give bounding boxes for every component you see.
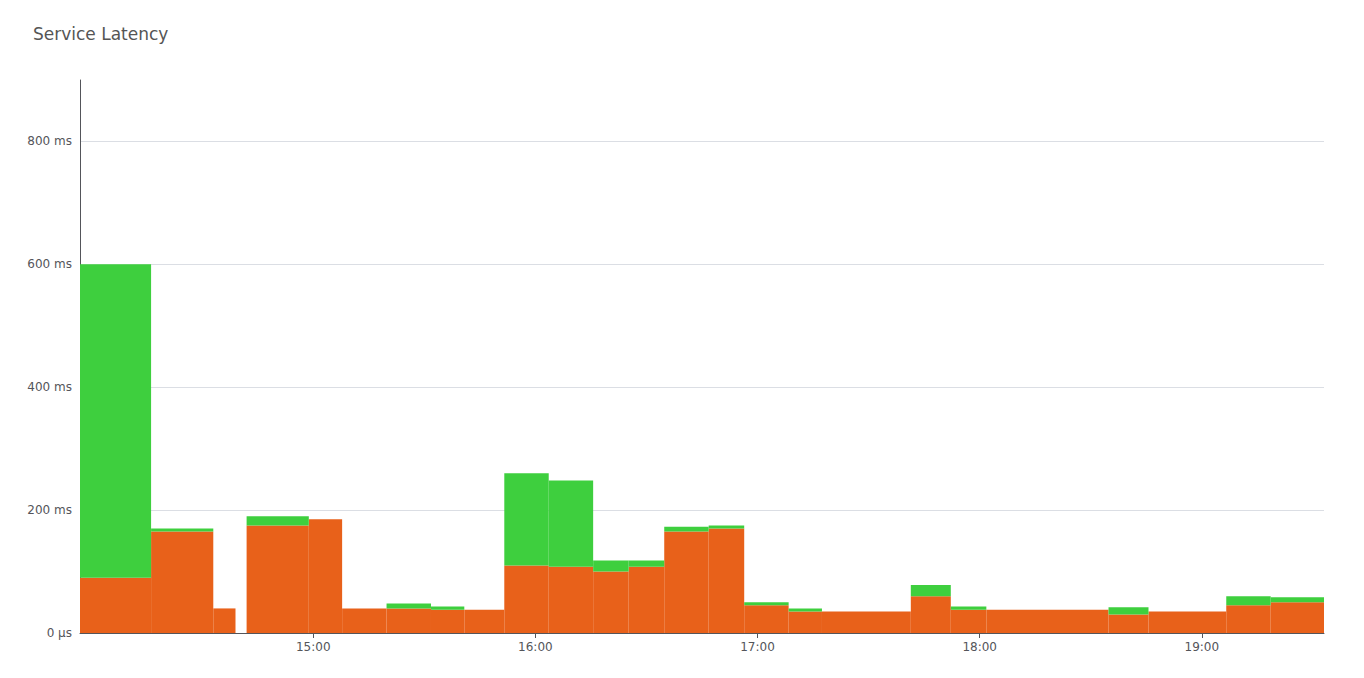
- svg-text:Service Latency: Service Latency: [33, 24, 168, 44]
- svg-text:400 ms: 400 ms: [27, 380, 72, 394]
- svg-text:600 ms: 600 ms: [27, 257, 72, 271]
- svg-text:800 ms: 800 ms: [27, 134, 72, 148]
- svg-text:18:00: 18:00: [962, 640, 997, 654]
- svg-text:15:00: 15:00: [296, 640, 331, 654]
- svg-text:0 μs: 0 μs: [47, 626, 72, 640]
- svg-text:17:00: 17:00: [740, 640, 775, 654]
- svg-text:200 ms: 200 ms: [27, 503, 72, 517]
- svg-text:16:00: 16:00: [518, 640, 553, 654]
- svg-text:19:00: 19:00: [1185, 640, 1220, 654]
